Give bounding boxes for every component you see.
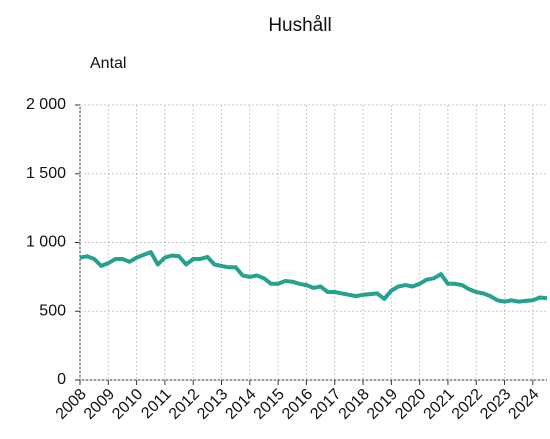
y-tick-label: 2 000 [26,96,66,113]
x-tick-label: 2015 [251,386,288,423]
x-tick-label: 2010 [109,386,146,423]
x-tick-label: 2023 [477,386,514,423]
y-tick-label: 1 500 [26,165,66,182]
x-tick-label: 2011 [138,386,174,422]
x-tick-label: 2009 [81,386,118,423]
chart-title: Hushåll [268,15,331,36]
x-tick-label: 2022 [449,386,486,423]
x-tick-label: 2020 [392,386,429,423]
x-tick-label: 2017 [307,386,344,423]
x-tick-label: 2021 [421,386,458,423]
y-tick-label: 1 000 [26,234,66,251]
y-axis-label: Antal [90,55,126,72]
x-tick-label: 2018 [336,386,373,423]
data-line [79,250,548,304]
y-tick-label: 0 [57,371,66,388]
y-tick-label: 500 [39,302,66,319]
x-tick-label: 2016 [279,386,316,423]
x-tick-label: 2012 [166,386,203,423]
x-tick-label: 2019 [364,386,401,423]
x-tick-label: 2013 [194,386,231,423]
x-tick-label: 2024 [505,386,542,423]
x-tick-label: 2008 [53,386,90,423]
x-tick-label: 2014 [222,386,259,423]
